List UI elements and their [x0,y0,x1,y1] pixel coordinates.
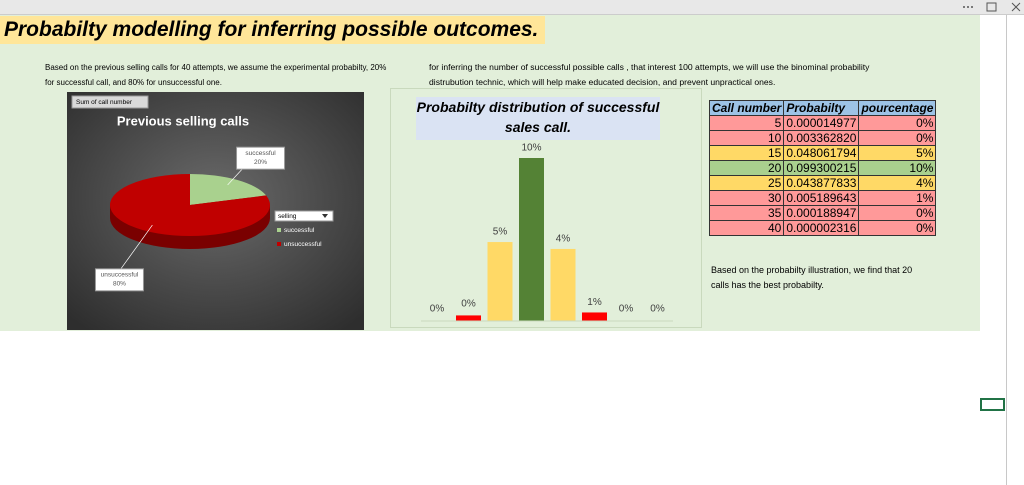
bar-value-label: 1% [587,297,602,308]
more-button[interactable] [963,6,973,8]
table-cell: 20 [708,160,785,176]
table-cell: 0.005189643 [783,190,860,206]
column-border [1006,15,1007,485]
table-cell: 0.048061794 [783,145,860,161]
table-row: 30 0.005189643 1% [708,190,937,206]
table-row: 15 0.048061794 5% [708,145,937,161]
table-row: 5 0.000014977 0% [708,115,937,131]
selected-cell[interactable] [980,398,1005,411]
column-header: pourcentage [858,100,937,116]
window-bar [0,0,1024,15]
table-cell: 0% [858,220,937,236]
field-button-label: Sum of call number [76,99,133,106]
table-cell: 0.000002316 [783,220,860,236]
table-cell: 30 [708,190,785,206]
table-row: 40 0.000002316 0% [708,220,937,236]
table-cell: 5 [708,115,785,131]
table-cell: 1% [858,190,937,206]
table-cell: 0% [858,130,937,146]
probability-table: Call number Probabilty pourcentage 5 0.0000… [708,100,937,236]
table-cell: 40 [708,220,785,236]
legend-swatch [277,242,281,246]
data-label-category: successful [245,150,276,157]
bar-value-label: 10% [521,143,541,154]
data-label-category: unsuccessful [101,272,139,279]
bar [582,312,607,321]
pie-title: Previous selling calls [117,113,249,128]
method-text: for inferring the number of successful p… [429,62,870,87]
bar-value-label: 5% [493,227,508,238]
table-row: 25 0.043877833 4% [708,175,937,191]
bar-value-label: 0% [650,304,665,315]
legend-entry: successful [284,227,315,234]
pie-chart: Sum of call number Previous selling call… [67,92,364,330]
table-cell: 0.043877833 [783,175,860,191]
bar-value-label: 0% [619,304,634,315]
header-row: Call number Probabilty pourcentage [708,100,937,116]
pie-slice [190,174,267,205]
legend-entry: unsuccessful [284,241,322,248]
restore-button[interactable] [986,2,997,12]
table-cell: 4% [858,175,937,191]
field-button[interactable] [71,95,149,109]
table-cell: 0.000014977 [783,115,860,131]
conclusion-text: Based on the probabilty illustration, we… [711,265,913,290]
bar-value-label: 0% [461,299,476,310]
table-cell: 0% [858,115,937,131]
close-button[interactable] [1011,2,1021,12]
bar [519,158,544,321]
table-cell: 5% [858,145,937,161]
window-icons [963,2,1021,12]
column-header: Call number [708,100,785,116]
table-row: 10 0.003362820 0% [708,130,937,146]
column-header: Probabilty [783,100,860,116]
bar-value-label: 4% [556,234,571,245]
table-row: 35 0.000188947 0% [708,205,937,221]
pie-slice [110,174,270,236]
table-cell: 25 [708,175,785,191]
table-cell: 10 [708,130,785,146]
table-row: 20 0.099300215 10% [708,160,937,176]
intro-text: Based on the previous selling calls for … [45,63,387,87]
table-cell: 0.003362820 [783,130,860,146]
filter-arrow [322,214,328,218]
bar [487,242,513,321]
bar-value-label: 0% [430,304,445,315]
table-cell: 35 [708,205,785,221]
table-cell: 0.000188947 [783,205,860,221]
data-label-value: 80% [113,281,126,288]
data-label-box [236,146,286,170]
data-label-box [94,268,144,292]
bar [550,248,576,321]
table-cell: 0% [858,205,937,221]
data-label-value: 20% [254,159,267,166]
table-cell: 15 [708,145,785,161]
sheet-title: Probabilty modelling for inferring possi… [0,16,545,44]
leader-line [119,224,153,272]
bar [456,315,481,321]
legend-swatch [277,228,281,232]
table-cell: 0.099300215 [783,160,860,176]
bar-title: Probabilty distribution of successful sa… [416,97,660,140]
legend-title: selling [278,213,297,220]
legend-filter[interactable] [274,210,334,222]
table-cell: 10% [858,160,937,176]
